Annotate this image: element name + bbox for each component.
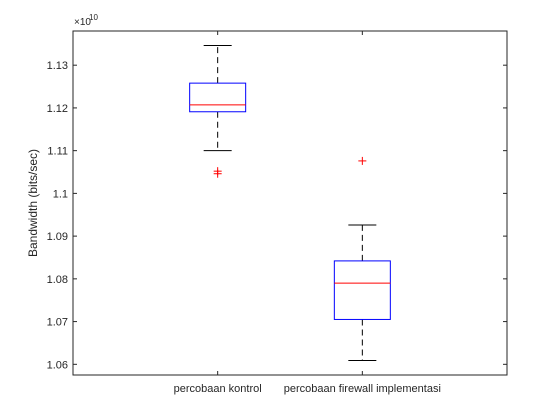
outlier-marker	[213, 167, 222, 176]
y-tick-label: 1.07	[47, 317, 68, 329]
x-tick-label: percobaan firewall implementasi	[284, 383, 441, 395]
y-axis-exponent-base: ×10	[74, 17, 91, 28]
box-group	[189, 45, 247, 178]
y-axis: 1.06 1.07 1.08 1.09 1.1 1.11 1.12 1.13	[47, 60, 507, 371]
y-tick-label: 1.1	[53, 188, 68, 200]
y-tick-label: 1.12	[47, 103, 68, 115]
y-tick-label: 1.09	[47, 231, 68, 243]
y-axis-label: Bandwidth (bits/sec)	[26, 149, 40, 257]
x-tick-label: percobaan kontrol	[174, 383, 262, 395]
y-tick-label: 1.11	[47, 146, 68, 158]
box	[189, 82, 247, 113]
boxes	[189, 45, 391, 361]
outlier-marker	[358, 156, 367, 165]
plot-area	[72, 30, 508, 376]
y-tick-label: 1.13	[47, 60, 68, 72]
y-axis-exponent: 10	[89, 13, 98, 22]
box	[333, 260, 391, 320]
y-tick-label: 1.08	[47, 274, 68, 286]
y-tick-label: 1.06	[47, 359, 68, 371]
x-axis: percobaan kontrol percobaan firewall impl…	[174, 31, 441, 395]
box-group	[333, 156, 391, 361]
